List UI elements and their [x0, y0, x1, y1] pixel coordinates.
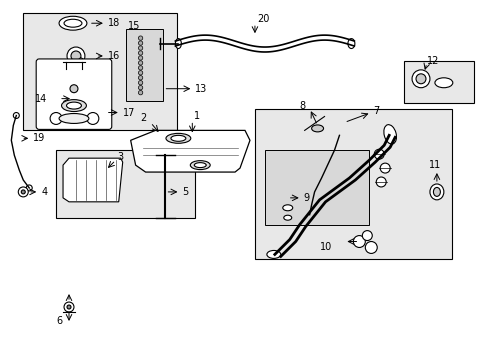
- Text: 10: 10: [319, 243, 331, 252]
- Text: 12: 12: [426, 56, 438, 66]
- Circle shape: [138, 46, 142, 50]
- Circle shape: [365, 242, 376, 253]
- Ellipse shape: [283, 215, 291, 220]
- FancyBboxPatch shape: [36, 59, 112, 129]
- Ellipse shape: [61, 100, 86, 112]
- Ellipse shape: [190, 161, 210, 170]
- Ellipse shape: [383, 125, 396, 144]
- Text: 1: 1: [194, 112, 200, 121]
- Circle shape: [26, 185, 32, 191]
- Text: 18: 18: [107, 18, 120, 28]
- Text: 4: 4: [41, 187, 47, 197]
- Text: 9: 9: [303, 193, 309, 203]
- Ellipse shape: [266, 251, 280, 258]
- Text: 5: 5: [182, 187, 188, 197]
- Text: 16: 16: [107, 51, 120, 61]
- Circle shape: [362, 231, 371, 240]
- FancyBboxPatch shape: [56, 150, 195, 218]
- Circle shape: [415, 74, 425, 84]
- Text: 19: 19: [33, 133, 45, 143]
- FancyBboxPatch shape: [264, 150, 368, 225]
- FancyBboxPatch shape: [23, 13, 177, 130]
- Circle shape: [138, 36, 142, 40]
- Ellipse shape: [59, 16, 87, 30]
- Text: 15: 15: [127, 21, 140, 31]
- Ellipse shape: [175, 39, 181, 49]
- Circle shape: [138, 51, 142, 55]
- Ellipse shape: [432, 188, 440, 196]
- Circle shape: [138, 86, 142, 90]
- Text: 2: 2: [141, 113, 146, 123]
- Circle shape: [411, 70, 429, 88]
- Ellipse shape: [171, 135, 185, 141]
- Polygon shape: [63, 158, 122, 202]
- Circle shape: [138, 61, 142, 65]
- Circle shape: [138, 81, 142, 85]
- FancyBboxPatch shape: [254, 109, 451, 260]
- Ellipse shape: [434, 78, 452, 88]
- Circle shape: [138, 56, 142, 60]
- Circle shape: [138, 76, 142, 80]
- Text: 6: 6: [56, 316, 62, 326]
- Circle shape: [67, 47, 85, 65]
- Text: 13: 13: [195, 84, 207, 94]
- Circle shape: [373, 149, 384, 159]
- Ellipse shape: [78, 58, 84, 68]
- Ellipse shape: [311, 125, 323, 132]
- Circle shape: [353, 235, 365, 247]
- Text: 11: 11: [428, 160, 440, 170]
- Text: 7: 7: [372, 105, 379, 116]
- Circle shape: [87, 113, 99, 125]
- Ellipse shape: [64, 19, 82, 27]
- Ellipse shape: [194, 163, 206, 168]
- Text: 3: 3: [118, 152, 123, 162]
- Circle shape: [67, 305, 71, 309]
- Circle shape: [380, 163, 389, 173]
- Text: 20: 20: [256, 14, 269, 24]
- Text: 17: 17: [122, 108, 135, 117]
- Circle shape: [18, 187, 28, 197]
- Circle shape: [138, 66, 142, 70]
- Ellipse shape: [282, 205, 292, 211]
- FancyBboxPatch shape: [125, 29, 163, 100]
- Circle shape: [64, 302, 74, 312]
- Ellipse shape: [347, 39, 354, 49]
- Circle shape: [375, 177, 386, 187]
- Ellipse shape: [165, 133, 190, 143]
- Circle shape: [13, 113, 19, 118]
- Ellipse shape: [429, 184, 443, 200]
- Circle shape: [50, 113, 62, 125]
- Ellipse shape: [66, 102, 81, 109]
- Circle shape: [71, 51, 81, 61]
- Text: 14: 14: [35, 94, 47, 104]
- Circle shape: [138, 90, 142, 95]
- Circle shape: [21, 190, 25, 194]
- Ellipse shape: [59, 113, 89, 123]
- FancyBboxPatch shape: [403, 61, 473, 103]
- Polygon shape: [130, 130, 249, 172]
- Circle shape: [138, 71, 142, 75]
- Circle shape: [138, 41, 142, 45]
- Circle shape: [70, 85, 78, 93]
- Text: 8: 8: [299, 100, 305, 111]
